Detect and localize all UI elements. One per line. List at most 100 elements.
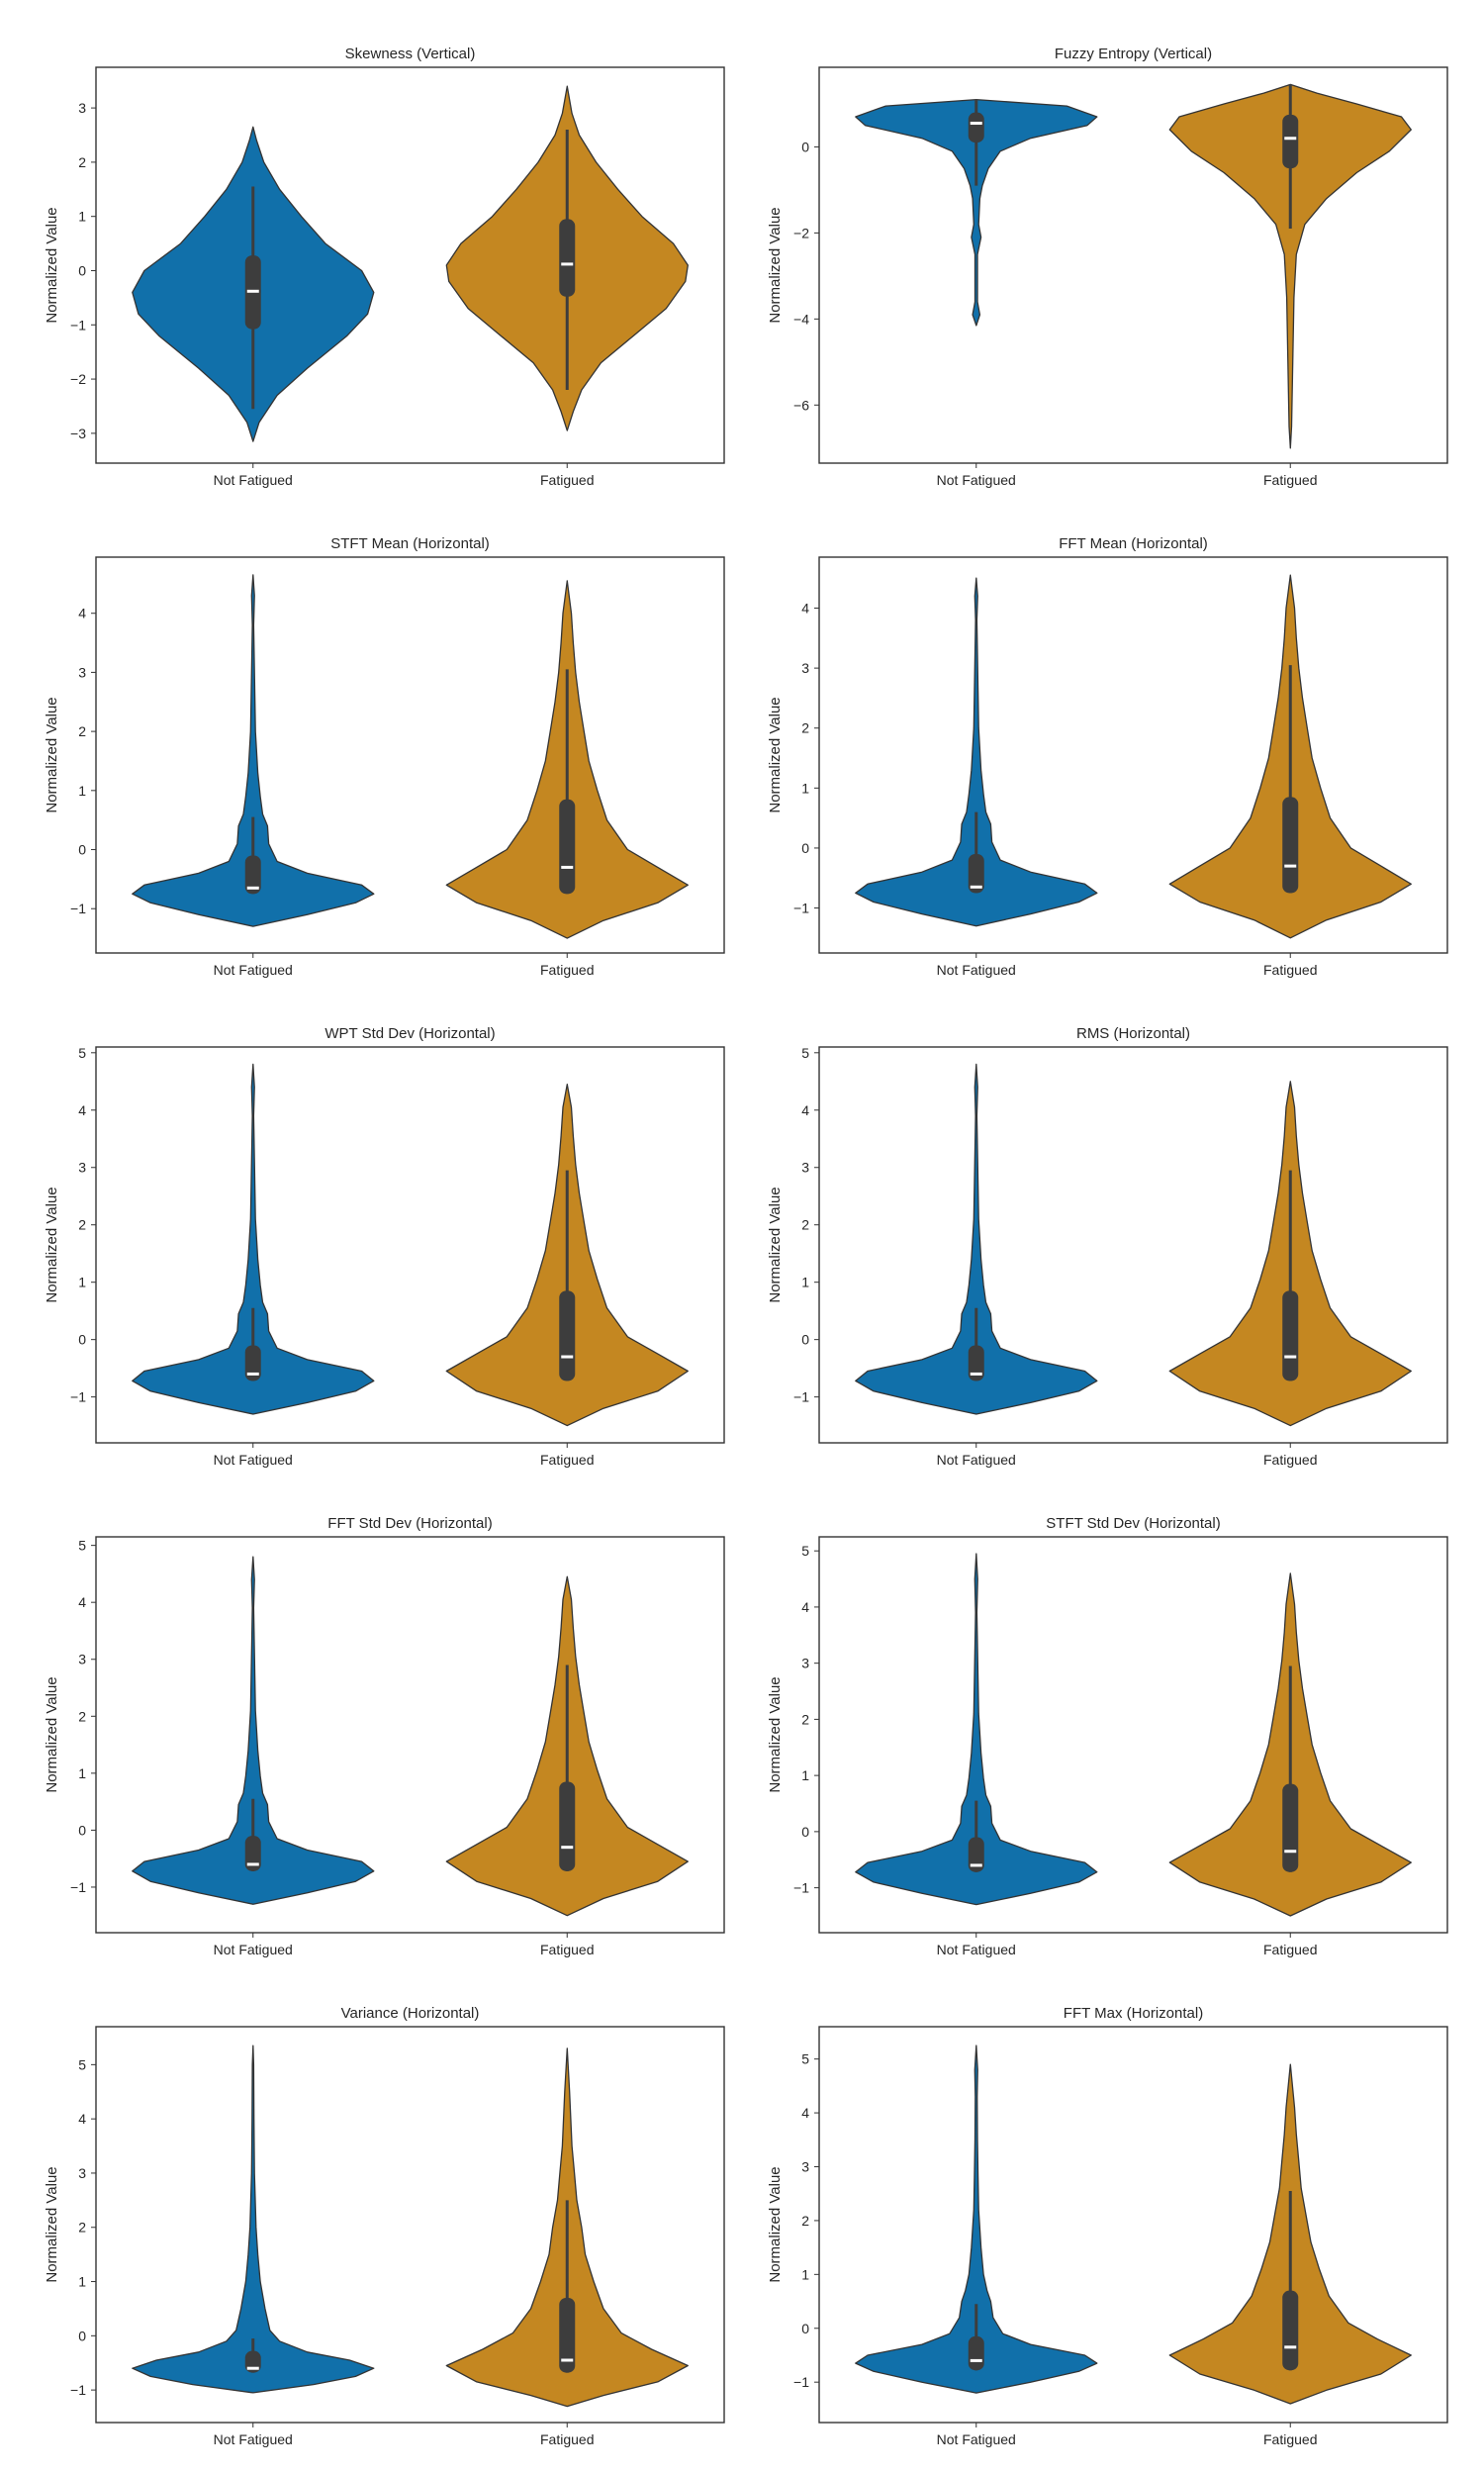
x-tick-label: Not Fatigued bbox=[214, 1942, 293, 1957]
violin-body bbox=[132, 2045, 375, 2394]
y-tick-label: 4 bbox=[801, 1599, 809, 1615]
y-tick-label: 1 bbox=[801, 2266, 809, 2282]
y-tick-label: 0 bbox=[801, 2321, 809, 2336]
y-tick-label: 2 bbox=[801, 1217, 809, 1233]
chart-title: RMS (Horizontal) bbox=[1076, 1025, 1190, 1042]
y-tick-label: −2 bbox=[70, 371, 86, 387]
y-tick-label: −4 bbox=[793, 311, 809, 327]
y-tick-label: 2 bbox=[78, 1217, 86, 1233]
chart-title: Skewness (Vertical) bbox=[345, 46, 476, 62]
violin-iqr-box bbox=[559, 2297, 576, 2373]
y-tick-label: 2 bbox=[78, 723, 86, 739]
violin-panel: Variance (Horizontal) Normalized Value Not… bbox=[44, 2005, 725, 2447]
plot-frame bbox=[818, 66, 1448, 464]
chart-title: FFT Mean (Horizontal) bbox=[1059, 535, 1208, 552]
plot-frame bbox=[818, 1046, 1448, 1444]
y-tick-label: 4 bbox=[78, 1594, 86, 1610]
violin-panel: STFT Mean (Horizontal) Normalized Value No… bbox=[44, 535, 725, 978]
violin-panel: STFT Std Dev (Horizontal) Normalized Valu… bbox=[767, 1515, 1448, 1957]
y-tick-label: 3 bbox=[78, 664, 86, 680]
plot-frame bbox=[818, 2026, 1448, 2424]
x-tick-label: Not Fatigued bbox=[214, 2431, 293, 2447]
chart-title: FFT Std Dev (Horizontal) bbox=[327, 1515, 492, 1532]
chart-title: Fuzzy Entropy (Vertical) bbox=[1055, 46, 1212, 62]
violin-body bbox=[855, 577, 1098, 927]
y-tick-label: 1 bbox=[78, 1765, 86, 1781]
x-tick-label: Fatigued bbox=[1263, 472, 1317, 488]
violin-body bbox=[132, 574, 375, 927]
plot-frame bbox=[95, 1046, 725, 1444]
y-tick-label: 1 bbox=[78, 2274, 86, 2290]
y-axis-label: Normalized Value bbox=[44, 1187, 60, 1302]
x-tick-label: Fatigued bbox=[1263, 962, 1317, 978]
violin-iqr-box bbox=[968, 1345, 984, 1381]
plot-frame bbox=[818, 556, 1448, 954]
y-axis-label: Normalized Value bbox=[44, 697, 60, 812]
y-tick-label: −1 bbox=[70, 2382, 86, 2398]
y-axis-label: Normalized Value bbox=[767, 697, 784, 812]
x-tick-label: Not Fatigued bbox=[214, 1452, 293, 1468]
violin-iqr-box bbox=[968, 854, 984, 894]
y-tick-label: −3 bbox=[70, 426, 86, 441]
y-tick-label: 0 bbox=[78, 1822, 86, 1838]
y-tick-label: 3 bbox=[801, 660, 809, 676]
x-tick-label: Fatigued bbox=[540, 1452, 594, 1468]
y-tick-label: 1 bbox=[801, 1275, 809, 1290]
y-tick-label: 4 bbox=[78, 1102, 86, 1118]
y-tick-label: −1 bbox=[793, 2374, 809, 2390]
y-tick-label: 1 bbox=[801, 1767, 809, 1783]
chart-title: STFT Mean (Horizontal) bbox=[330, 535, 490, 552]
x-tick-label: Not Fatigued bbox=[214, 472, 293, 488]
y-tick-label: 4 bbox=[801, 601, 809, 617]
y-tick-label: 2 bbox=[78, 1708, 86, 1724]
violin-panel: Skewness (Vertical) Normalized Value Not F… bbox=[44, 46, 725, 488]
chart-title: STFT Std Dev (Horizontal) bbox=[1046, 1515, 1220, 1532]
violin-iqr-box bbox=[559, 219, 576, 297]
x-tick-label: Fatigued bbox=[540, 962, 594, 978]
y-tick-label: 0 bbox=[78, 2328, 86, 2343]
violin-iqr-box bbox=[244, 1836, 261, 1871]
y-tick-label: 5 bbox=[801, 2051, 809, 2067]
chart-title: FFT Max (Horizontal) bbox=[1064, 2005, 1203, 2022]
plot-frame bbox=[95, 556, 725, 954]
y-tick-label: 0 bbox=[801, 1824, 809, 1840]
violin-panel: FFT Std Dev (Horizontal) Normalized Value… bbox=[44, 1515, 725, 1957]
x-tick-label: Fatigued bbox=[540, 1942, 594, 1957]
violin-iqr-box bbox=[1282, 2290, 1299, 2371]
violin-panel: RMS (Horizontal) Normalized Value Not Fati… bbox=[767, 1025, 1448, 1468]
y-tick-label: 0 bbox=[78, 262, 86, 278]
y-tick-label: 2 bbox=[78, 2220, 86, 2236]
x-tick-label: Fatigued bbox=[1263, 1942, 1317, 1957]
x-tick-label: Not Fatigued bbox=[937, 962, 1016, 978]
y-axis-label: Normalized Value bbox=[44, 2166, 60, 2282]
y-tick-label: 5 bbox=[78, 1045, 86, 1061]
chart-title: Variance (Horizontal) bbox=[341, 2005, 480, 2022]
y-tick-label: 3 bbox=[78, 1652, 86, 1667]
violin-iqr-box bbox=[1282, 1783, 1299, 1872]
y-axis-label: Normalized Value bbox=[767, 1676, 784, 1792]
violin-body bbox=[855, 1553, 1098, 1906]
y-tick-label: 1 bbox=[78, 783, 86, 799]
y-tick-label: 2 bbox=[801, 2213, 809, 2229]
y-tick-label: 0 bbox=[78, 842, 86, 858]
y-tick-label: 2 bbox=[801, 720, 809, 736]
y-tick-label: 4 bbox=[78, 606, 86, 621]
x-tick-label: Fatigued bbox=[1263, 1452, 1317, 1468]
y-tick-label: 3 bbox=[78, 1160, 86, 1176]
y-axis-label: Normalized Value bbox=[44, 207, 60, 323]
violin-body bbox=[855, 98, 1098, 327]
y-tick-label: 3 bbox=[801, 2158, 809, 2174]
violin-iqr-box bbox=[1282, 797, 1299, 894]
y-tick-label: 0 bbox=[801, 840, 809, 856]
plot-frame bbox=[818, 1536, 1448, 1934]
x-tick-label: Not Fatigued bbox=[937, 472, 1016, 488]
y-tick-label: 3 bbox=[78, 2165, 86, 2181]
y-tick-label: 5 bbox=[78, 2056, 86, 2072]
y-tick-label: 5 bbox=[801, 1543, 809, 1559]
y-tick-label: −1 bbox=[793, 1389, 809, 1405]
y-tick-label: 3 bbox=[78, 100, 86, 116]
plot-frame bbox=[95, 1536, 725, 1934]
y-tick-label: 4 bbox=[78, 2111, 86, 2127]
violin-iqr-box bbox=[1282, 114, 1299, 169]
